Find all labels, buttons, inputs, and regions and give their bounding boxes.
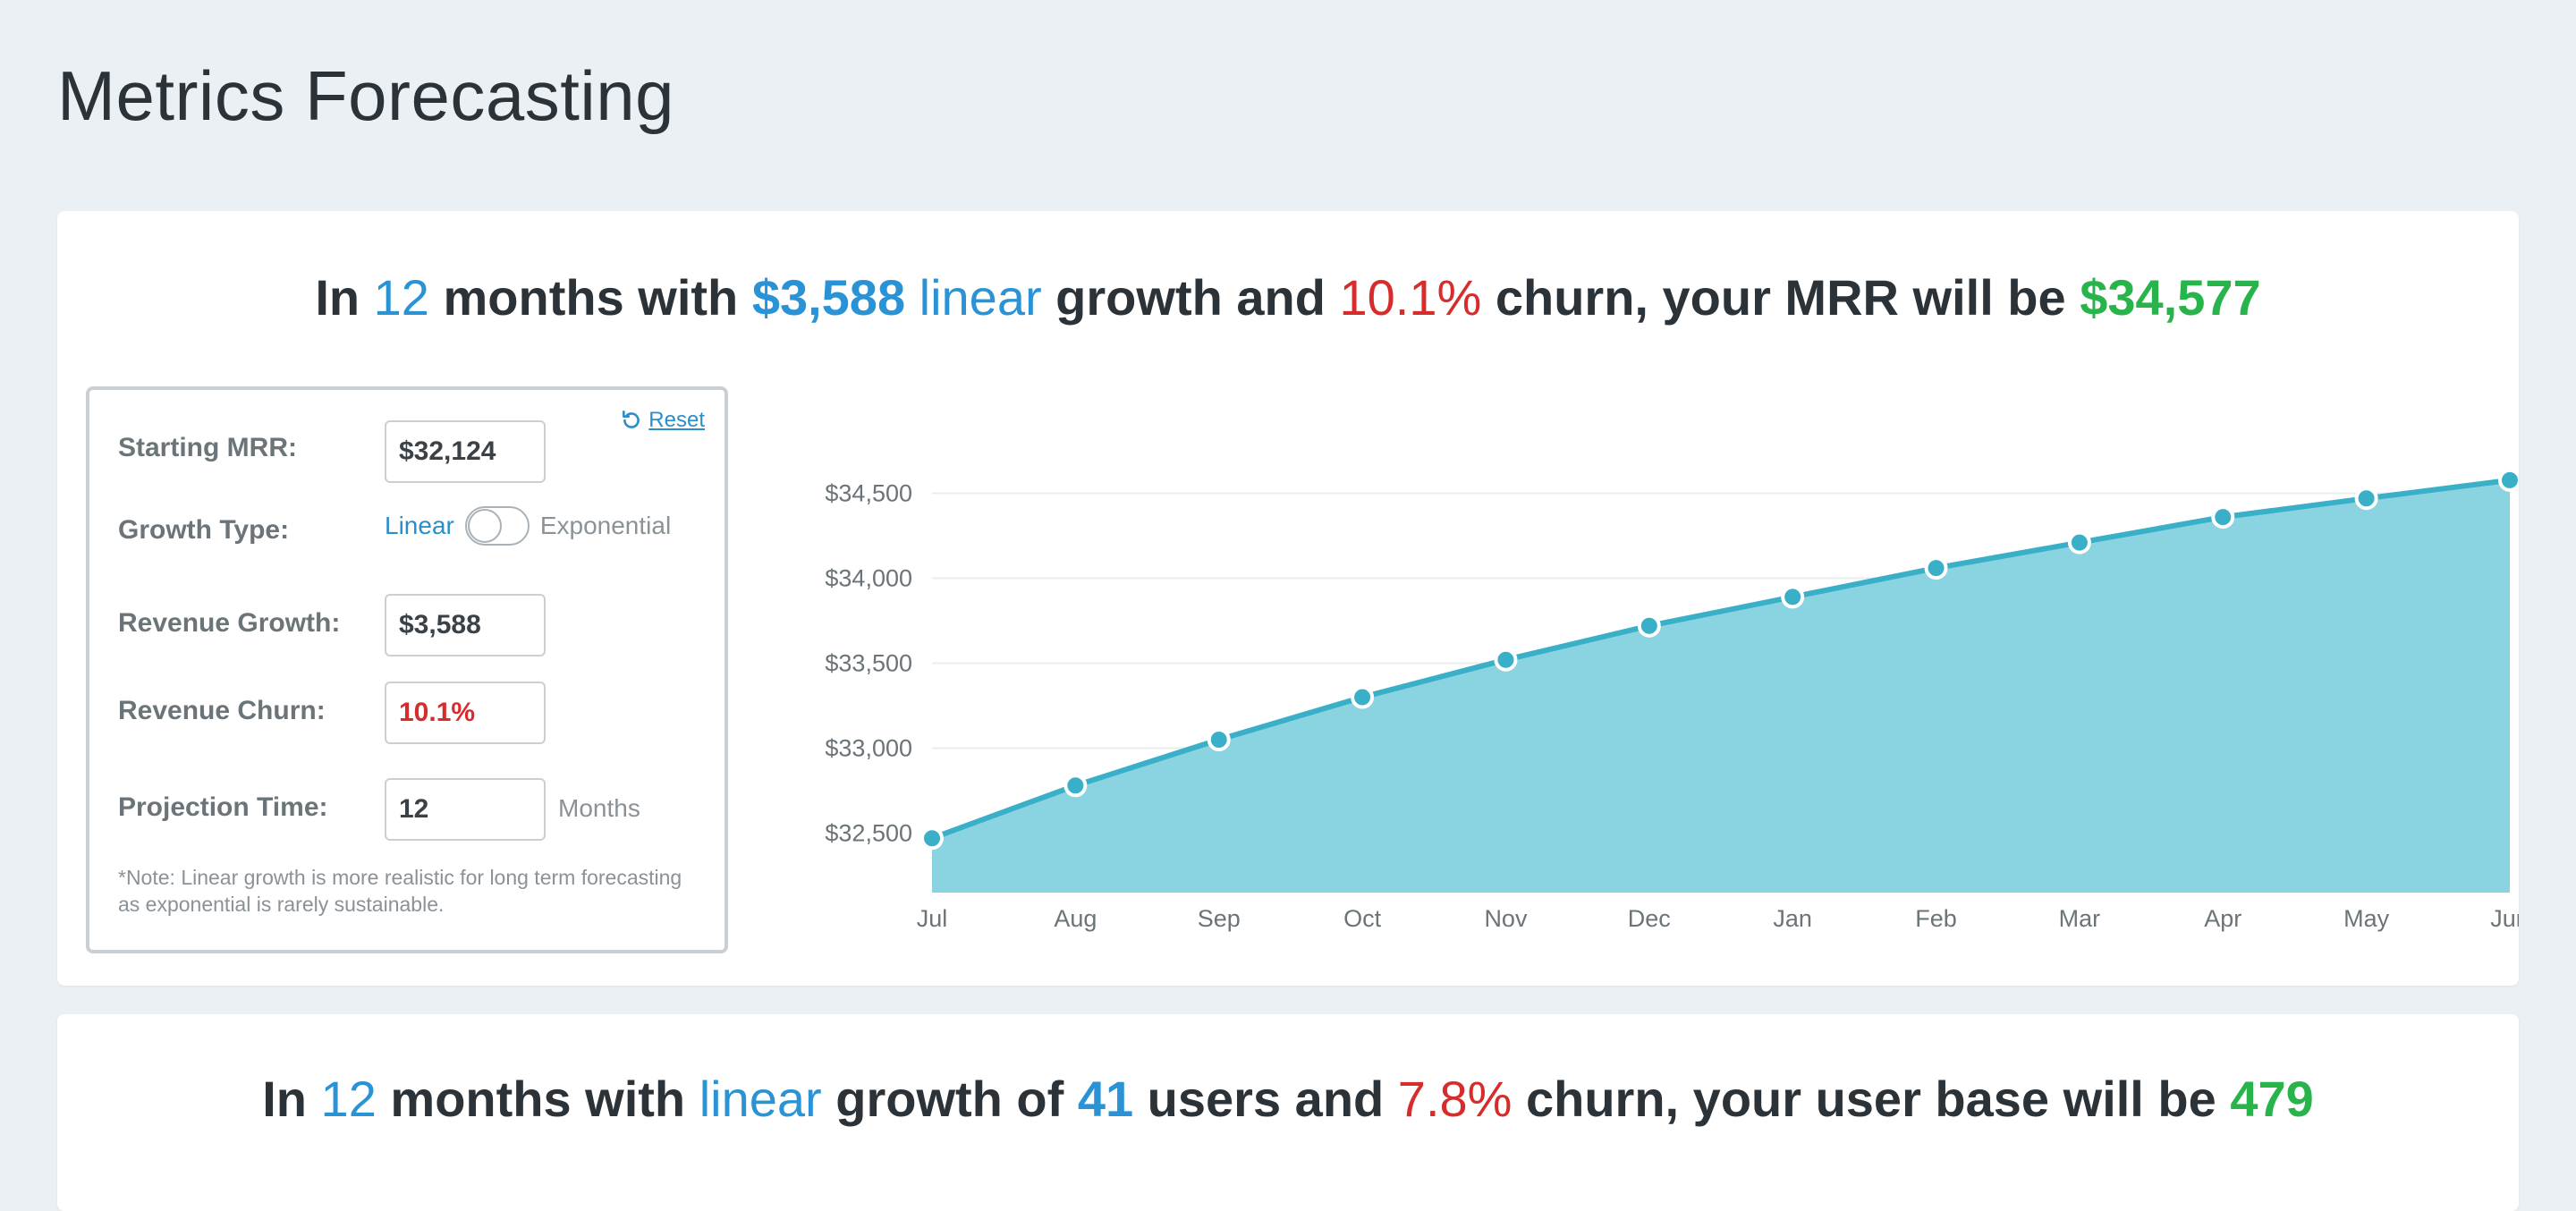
data-point-feb <box>1924 556 1948 580</box>
revenue-churn-label: Revenue Churn: <box>118 696 326 725</box>
users-headline-churn: 7.8% <box>1397 1071 1513 1127</box>
user-forecast-card: In 12 months with linear growth of 41 us… <box>57 1014 2519 1211</box>
starting-mrr-label: Starting MRR: <box>118 433 297 462</box>
data-point-mar <box>2067 530 2091 555</box>
rotate-ccw-icon <box>623 410 640 428</box>
switch-knob <box>467 509 502 543</box>
headline-result: $34,577 <box>2080 269 2261 326</box>
data-point-jan <box>1781 585 1805 609</box>
x-tick-label: Apr <box>2204 905 2241 932</box>
headline-months: 12 <box>373 269 429 326</box>
mrr-headline: In 12 months with $3,588 linear growth a… <box>315 269 2261 326</box>
projection-time-label: Projection Time: <box>118 792 328 822</box>
data-point-may <box>2354 487 2378 511</box>
mrr-line <box>930 477 2511 842</box>
data-point-nov <box>1494 648 1518 672</box>
x-tick-label: Jun <box>2490 905 2519 932</box>
mrr-forecast-chart: $32,500 $33,000 $33,500 $34,000 $34,500 Jul Au… <box>825 468 2519 932</box>
y-tick-label: $33,500 <box>825 650 912 677</box>
x-tick-label: May <box>2343 905 2390 932</box>
x-tick-label: Jan <box>1773 905 1812 932</box>
data-point-sep <box>1207 728 1231 751</box>
users-headline: In 12 months with linear growth of 41 us… <box>262 1071 2314 1127</box>
users-headline-growth: 41 <box>1077 1071 1134 1127</box>
x-tick-label: Sep <box>1198 905 1241 932</box>
y-tick-label: $33,000 <box>825 735 912 762</box>
data-point-dec <box>1637 614 1661 638</box>
users-headline-growth-type: linear <box>699 1071 822 1127</box>
x-tick-label: Aug <box>1054 905 1097 932</box>
reset-button[interactable]: Reset <box>620 408 705 433</box>
x-tick-label: Nov <box>1484 905 1528 932</box>
revenue-churn-input[interactable] <box>385 682 546 744</box>
y-tick-label: $34,500 <box>825 480 912 507</box>
y-tick-label: $32,500 <box>825 820 912 847</box>
growth-type-exponential[interactable]: Exponential <box>539 512 672 539</box>
x-tick-label: Mar <box>2059 905 2101 932</box>
x-tick-label: Oct <box>1343 905 1382 932</box>
x-tick-label: Dec <box>1628 905 1671 932</box>
data-point-aug <box>1063 774 1088 798</box>
users-headline-months: 12 <box>320 1071 377 1127</box>
forecast-controls-panel: Reset Starting MRR: Growth Type: Linear … <box>86 386 728 953</box>
projection-time-unit: Months <box>558 794 640 822</box>
y-tick-label: $34,000 <box>825 565 912 592</box>
headline-growth-type: linear <box>905 269 1042 326</box>
starting-mrr-input[interactable] <box>385 420 546 483</box>
headline-growth: $3,588 <box>751 269 906 326</box>
users-headline-result: 479 <box>2230 1071 2314 1127</box>
forecast-note: *Note: Linear growth is more realistic f… <box>118 866 682 916</box>
revenue-growth-label: Revenue Growth: <box>118 608 341 638</box>
mrr-forecast-card: In 12 months with $3,588 linear growth a… <box>57 211 2519 986</box>
data-point-apr <box>2211 505 2235 529</box>
growth-type-toggle: Linear Exponential <box>385 506 671 546</box>
growth-type-label: Growth Type: <box>118 515 290 545</box>
page-title: Metrics Forecasting <box>57 56 675 135</box>
data-point-jun <box>2498 468 2519 492</box>
growth-type-switch[interactable] <box>464 506 530 546</box>
x-tick-label: Jul <box>917 905 948 932</box>
headline-churn: 10.1% <box>1339 269 1482 326</box>
growth-type-linear[interactable]: Linear <box>385 512 454 539</box>
projection-time-input[interactable] <box>385 778 546 841</box>
x-tick-label: Feb <box>1915 905 1957 932</box>
data-point-jul <box>920 826 944 851</box>
mrr-area <box>932 479 2510 893</box>
revenue-growth-input[interactable] <box>385 594 546 656</box>
data-point-oct <box>1351 685 1375 709</box>
reset-label[interactable]: Reset <box>648 408 705 432</box>
